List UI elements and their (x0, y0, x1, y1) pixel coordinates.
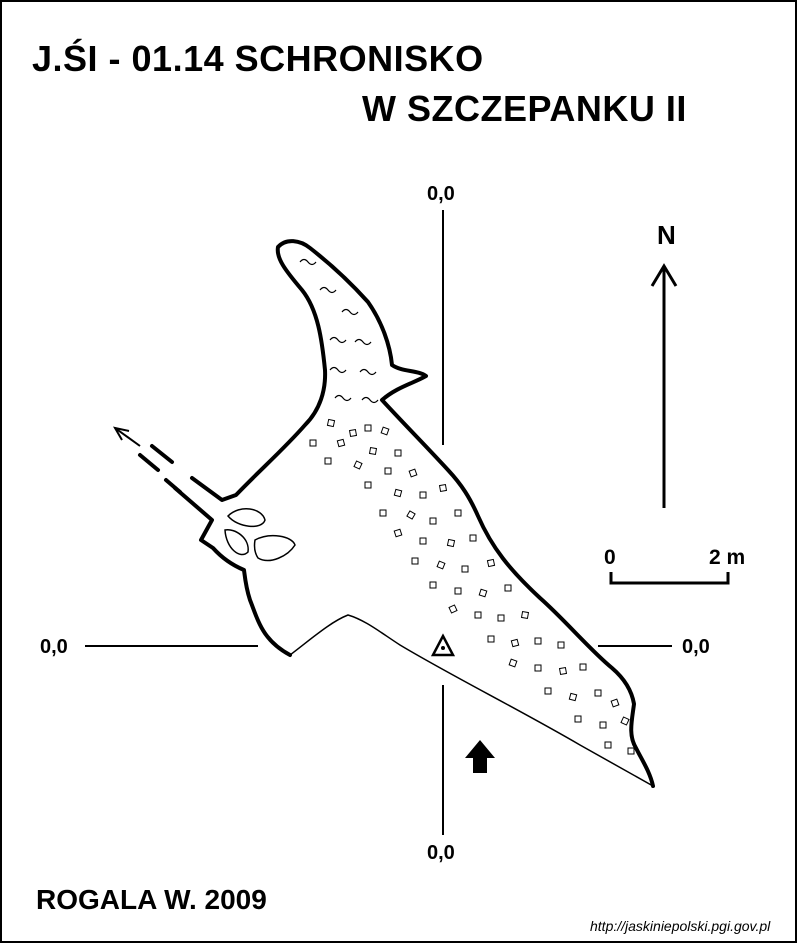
survey-station-triangle-icon (430, 633, 456, 657)
north-arrow-icon (650, 263, 678, 508)
passage-arrow-head (112, 426, 130, 441)
passage-dash-3 (150, 444, 174, 464)
passage-arrow-shaft (114, 427, 141, 447)
north-label: N (657, 220, 676, 250)
clay-sediment-symbols (299, 258, 379, 404)
source-url: http://jaskiniepolski.pgi.gov.pl (590, 918, 771, 934)
entrance-arrow-icon (465, 740, 495, 773)
passage-dash-1 (164, 478, 182, 494)
boulder-1 (226, 508, 266, 528)
coord-label-bottom: 0,0 (427, 842, 455, 864)
scale-bar (609, 572, 730, 585)
coord-label-right: 0,0 (682, 636, 710, 658)
coord-label-left: 0,0 (40, 636, 68, 658)
scale-start-label: 0 (604, 546, 616, 569)
scale-end-label: 2 m (709, 546, 746, 569)
boulder-3 (253, 534, 296, 562)
cave-wall-outline (173, 239, 655, 788)
map-title-line-2: W SZCZEPANKU II (362, 88, 687, 129)
coord-label-top: 0,0 (427, 183, 455, 205)
dripline (289, 614, 654, 787)
author-credit: ROGALA W. 2009 (36, 884, 267, 915)
map-title-line-1: J.ŚI - 01.14 SCHRONISKO (32, 38, 484, 79)
passage-dash-2 (138, 453, 160, 472)
rubble-symbols (309, 418, 635, 755)
boulder-2 (224, 529, 249, 556)
